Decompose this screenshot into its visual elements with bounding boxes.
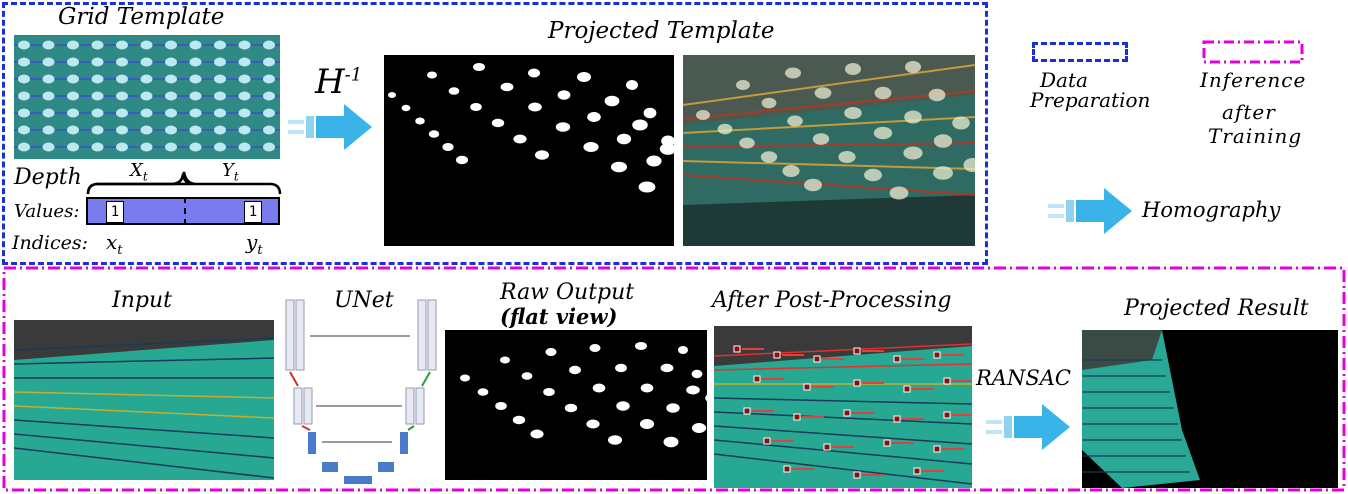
ransac-arrow-icon: [986, 404, 1070, 450]
projected-template-mask: [384, 55, 674, 246]
depth-label: Depth: [14, 165, 82, 190]
legend-homography-label: Homography: [1142, 198, 1281, 222]
legend-inference-line1: Inference: [1200, 68, 1307, 92]
legend-inference-line3: Training: [1208, 124, 1303, 148]
values-divider: [184, 197, 186, 225]
depth-braces: [86, 171, 282, 195]
unet-diagram: [282, 296, 442, 488]
raw-output-title-line1: Raw Output: [500, 280, 635, 305]
legend-data-prep-swatch: [1032, 42, 1128, 62]
legend-inference-line2: after: [1222, 100, 1276, 124]
projected-result-image: [1082, 330, 1338, 488]
raw-output-title-line2: (flat view): [500, 304, 618, 329]
values-bar: 1 1: [86, 197, 280, 225]
post-processing-title: After Post-Processing: [712, 288, 952, 313]
h-inverse-label: H-1: [315, 62, 363, 102]
input-title: Input: [112, 288, 172, 313]
post-processing-image: [714, 326, 972, 488]
legend-data-prep-line2: Preparation: [1030, 88, 1151, 112]
unet-title: UNet: [334, 288, 394, 313]
data-preparation-box: [2, 2, 988, 265]
input-image: [14, 320, 274, 480]
value-one-y: 1: [244, 201, 262, 223]
grid-template-title: Grid Template: [58, 4, 225, 30]
arrow-icon: [288, 104, 372, 150]
x-brace-label: Xt: [130, 160, 148, 184]
projected-template-overlay: [683, 55, 975, 246]
value-one-x: 1: [106, 201, 124, 223]
inference-box: [2, 266, 1346, 492]
projected-template-title: Projected Template: [548, 18, 775, 44]
y-index-label: yt: [246, 230, 263, 258]
legend-homography-arrow-icon: [1048, 188, 1132, 234]
values-label: Values:: [14, 201, 80, 222]
legend-data-prep-line1: Data: [1040, 68, 1088, 92]
y-brace-label: Yt: [222, 160, 239, 184]
grid-template-image: [14, 35, 280, 159]
ransac-label: RANSAC: [976, 366, 1071, 390]
projected-result-title: Projected Result: [1124, 296, 1309, 321]
legend-inference-swatch: [1202, 40, 1304, 64]
indices-label: Indices:: [12, 232, 89, 254]
x-index-label: xt: [106, 230, 123, 258]
raw-output-image: [445, 330, 707, 480]
